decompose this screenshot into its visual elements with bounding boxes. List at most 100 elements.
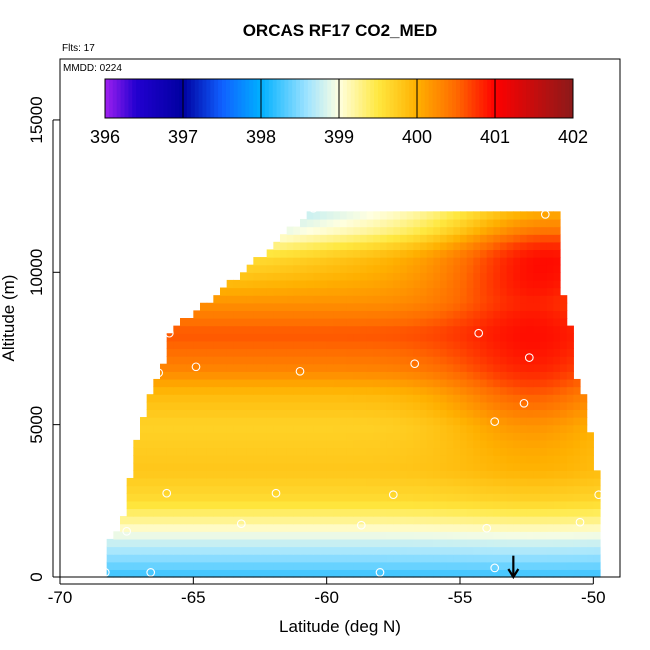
heatmap-cell (473, 417, 481, 426)
heatmap-cell (120, 546, 128, 555)
heatmap-cell (433, 569, 441, 578)
heatmap-cell (306, 561, 314, 570)
heatmap-cell (320, 218, 328, 228)
heatmap-cell (400, 241, 408, 251)
heatmap-cell (240, 333, 248, 342)
heatmap-cell (473, 302, 481, 311)
heatmap-cell (466, 485, 474, 494)
heatmap-cell (346, 241, 354, 251)
heatmap-cell (386, 241, 394, 251)
heatmap-cell (433, 455, 441, 464)
heatmap-cell (326, 218, 334, 228)
heatmap-cell (213, 424, 221, 433)
heatmap-cell (340, 424, 348, 433)
heatmap-cell (273, 462, 281, 471)
heatmap-cell (186, 455, 194, 464)
heatmap-cell (300, 500, 308, 510)
heatmap-cell (580, 401, 588, 411)
heatmap-cell (486, 546, 494, 555)
heatmap-cell (586, 500, 594, 510)
heatmap-cell (486, 554, 494, 563)
heatmap-cell (586, 462, 594, 471)
heatmap-cell (106, 538, 114, 548)
heatmap-cell (426, 432, 434, 441)
heatmap-cell (480, 462, 488, 471)
heatmap-cell (386, 218, 394, 228)
heatmap-cell (426, 226, 434, 235)
heatmap-cell (200, 356, 208, 365)
heatmap-cell (546, 295, 554, 304)
heatmap-cell (460, 569, 468, 578)
heatmap-cell (220, 439, 228, 449)
heatmap-cell (226, 417, 234, 426)
heatmap-cell (226, 516, 234, 525)
heatmap-cell (326, 234, 334, 243)
heatmap-cell (440, 477, 448, 487)
heatmap-cell (306, 462, 314, 471)
heatmap-cell (540, 455, 548, 464)
heatmap-cell (526, 477, 534, 487)
heatmap-cell (253, 409, 261, 418)
heatmap-cell (406, 485, 414, 494)
heatmap-cell (386, 554, 394, 563)
heatmap-cell (420, 401, 428, 411)
heatmap-cell (306, 356, 314, 365)
heatmap-cell (513, 226, 521, 235)
heatmap-cell (140, 493, 148, 502)
heatmap-cell (460, 257, 468, 266)
heatmap-cell (146, 485, 154, 494)
heatmap-cell (480, 508, 488, 517)
heatmap-cell (113, 561, 121, 570)
heatmap-cell (546, 546, 554, 555)
heatmap-cell (353, 340, 361, 350)
heatmap-cell (186, 554, 194, 563)
heatmap-cell (206, 348, 214, 357)
heatmap-cell (413, 485, 421, 494)
heatmap-cell (393, 409, 401, 418)
heatmap-cell (373, 531, 381, 540)
heatmap-cell (420, 386, 428, 395)
heatmap-cell (566, 508, 574, 517)
heatmap-cell (326, 287, 334, 296)
sample-point (308, 203, 318, 213)
heatmap-cell (293, 432, 301, 441)
heatmap-cell (160, 401, 168, 411)
heatmap-cell (133, 500, 141, 510)
heatmap-cell (406, 287, 414, 296)
heatmap-cell (533, 485, 541, 494)
heatmap-cell (373, 432, 381, 441)
heatmap-cell (266, 447, 274, 456)
heatmap-cell (400, 287, 408, 296)
heatmap-cell (193, 363, 201, 372)
heatmap-cell (380, 470, 388, 479)
heatmap-cell (480, 257, 488, 266)
heatmap-cell (233, 325, 241, 334)
heatmap-cell (333, 241, 341, 251)
heatmap-cell (273, 508, 281, 517)
heatmap-cell (306, 318, 314, 327)
heatmap-cell (193, 447, 201, 456)
heatmap-cell (446, 485, 454, 494)
heatmap-cell (533, 500, 541, 510)
heatmap-cell (180, 516, 188, 525)
heatmap-cell (526, 538, 534, 548)
heatmap-cell (426, 211, 434, 220)
heatmap-cell (260, 538, 268, 548)
heatmap-cell (346, 234, 354, 243)
heatmap-cell (346, 432, 354, 441)
heatmap-cell (340, 302, 348, 311)
heatmap-cell (326, 508, 334, 517)
heatmap-cell (186, 363, 194, 372)
heatmap-cell (566, 531, 574, 540)
heatmap-cell (526, 257, 534, 266)
heatmap-cell (446, 310, 454, 319)
heatmap-cell (553, 218, 561, 228)
heatmap-cell (506, 432, 514, 441)
heatmap-cell (453, 508, 461, 517)
heatmap-cell (186, 493, 194, 502)
colorbar-segment (268, 79, 274, 118)
heatmap-cell (306, 508, 314, 517)
heatmap-cell (473, 439, 481, 449)
heatmap-cell (526, 531, 534, 540)
heatmap-cell (173, 455, 181, 464)
